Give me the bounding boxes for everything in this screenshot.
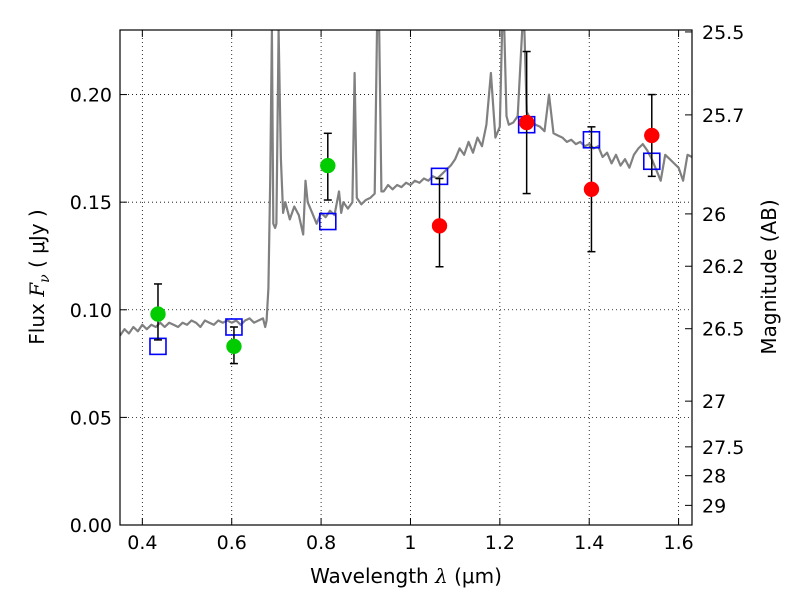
x-tick-label: 1.4 (574, 532, 604, 554)
y2-axis-label: Magnitude (AB) (757, 199, 781, 354)
y-axis-label: Flux Fν ( μJy ) (25, 209, 53, 344)
mag-tick-label: 25.5 (702, 22, 744, 44)
x-tick-label: 0.6 (217, 532, 247, 554)
mag-tick-label: 28 (702, 466, 726, 488)
mag-tick-label: 29 (702, 495, 726, 517)
model-point (318, 212, 337, 231)
x-tick-label: 0.4 (127, 532, 157, 554)
mag-tick-label: 26.5 (702, 319, 744, 341)
observed-point (583, 181, 600, 198)
mag-tick-label: 25.7 (702, 105, 744, 127)
mag-tick-label: 27.5 (702, 437, 744, 459)
plot-area (120, 30, 692, 365)
plot-frame (119, 29, 693, 526)
mag-tick-label: 26.2 (702, 256, 744, 278)
observed-point (644, 127, 660, 144)
observed-point (150, 306, 166, 322)
grid (120, 30, 692, 525)
observed-point (226, 338, 242, 355)
x-tick-label: 1.2 (485, 532, 515, 554)
plot-background (120, 30, 692, 525)
observed-point (431, 218, 448, 234)
y-tick-label: 0.10 (70, 300, 112, 322)
y-tick-label: 0.00 (70, 515, 112, 537)
x-tick-label: 1 (404, 532, 416, 554)
observed-point (320, 157, 336, 174)
mag-tick-label: 27 (702, 391, 726, 413)
observed-point (518, 114, 535, 131)
y-tick-label: 0.20 (70, 85, 112, 107)
x-tick-label: 1.6 (663, 532, 693, 554)
x-tick-label: 0.8 (306, 532, 336, 554)
y-tick-label: 0.05 (70, 407, 112, 429)
mag-tick-label: 26 (702, 204, 726, 226)
x-axis-label: Wavelength λ (μm) (310, 564, 502, 588)
axes: 0.4 0.6 0.8 1 1.2 1.4 1.6 0.00 0.05 0.10 0.15 0.20 2… (70, 22, 745, 554)
y-tick-label: 0.15 (70, 192, 112, 214)
